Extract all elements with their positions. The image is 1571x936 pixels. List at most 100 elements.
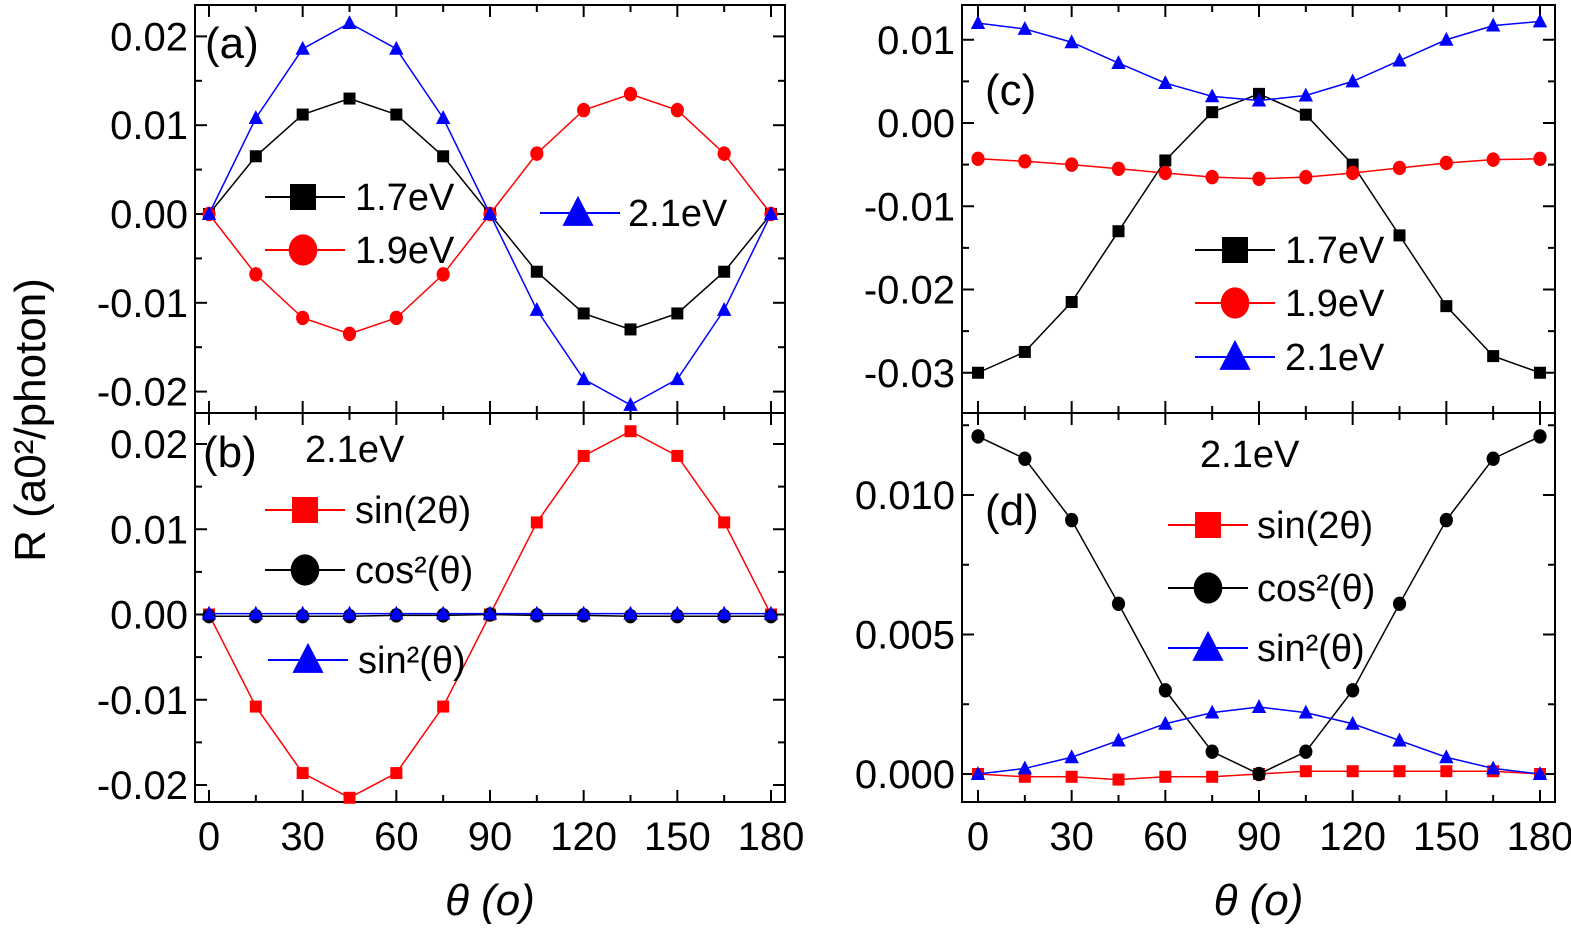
y-tick-label: -0.01	[97, 679, 188, 723]
data-point	[1111, 732, 1126, 747]
data-point	[530, 516, 543, 529]
data-point	[670, 605, 685, 620]
data-point	[1439, 155, 1453, 171]
data-point	[1440, 765, 1453, 778]
x-tick-label: 60	[1143, 815, 1188, 859]
panel-label: (d)	[985, 486, 1039, 535]
data-point	[1485, 17, 1501, 32]
data-point	[296, 310, 310, 326]
data-point	[437, 150, 450, 163]
legend-item: sin²(θ)	[268, 640, 466, 682]
data-point	[623, 86, 638, 102]
series-1.9eV	[202, 86, 778, 342]
legend-marker	[1219, 339, 1251, 370]
data-point	[248, 605, 264, 620]
data-point	[670, 371, 685, 386]
data-point	[1204, 704, 1220, 719]
legend-item: 2.1eV	[1195, 337, 1385, 379]
data-point	[576, 371, 591, 386]
data-point	[343, 92, 356, 105]
data-point	[623, 397, 638, 411]
y-tick-label: 0.02	[110, 423, 188, 467]
data-point	[1206, 106, 1219, 119]
data-point	[342, 605, 357, 620]
x-axis-label: θ (o)	[445, 876, 535, 925]
data-point	[1159, 154, 1172, 167]
data-point	[1299, 765, 1312, 778]
data-point	[1205, 169, 1219, 185]
data-point	[1298, 87, 1314, 102]
data-point	[389, 605, 404, 620]
data-point	[1064, 749, 1079, 764]
y-tick-label: 0.010	[855, 474, 955, 518]
data-point	[624, 425, 637, 438]
data-point	[201, 605, 217, 620]
data-point	[1158, 75, 1173, 89]
x-tick-label: 0	[198, 815, 220, 859]
x-tick-label: 30	[280, 815, 325, 859]
data-point	[529, 605, 545, 620]
legend-label: 1.9eV	[1285, 283, 1385, 325]
data-point	[1485, 760, 1501, 775]
legend-label: 1.7eV	[355, 177, 455, 219]
data-point	[1345, 73, 1360, 88]
panel-b: 0 30 60 90 120 150 180 0.02 0.01 0.00 -0.01 -0.02 (b…	[97, 412, 804, 859]
data-point	[435, 110, 451, 125]
legend-marker	[1195, 512, 1221, 538]
legend-marker	[1192, 630, 1224, 661]
data-point	[1111, 596, 1126, 612]
legend: sin(2θ) cos²(θ) sin²(θ)	[1168, 505, 1375, 670]
panel-label: (b)	[203, 428, 257, 477]
data-point	[1205, 744, 1219, 759]
data-point	[971, 151, 985, 166]
data-point	[1393, 765, 1406, 778]
data-point	[1252, 766, 1266, 782]
panel-label: (a)	[205, 19, 259, 68]
legend-label: cos²(θ)	[1257, 568, 1375, 610]
panel-c: 0.01 0.00 -0.01 -0.02 -0.03 (c) 1.7eV 1.9eV 2.1e…	[864, 4, 1556, 414]
y-tick-label: -0.02	[97, 764, 188, 808]
data-point	[1158, 683, 1172, 698]
legend-item: sin(2θ)	[265, 490, 471, 532]
y-tick-label: 0.01	[110, 508, 188, 552]
data-point	[295, 605, 310, 620]
data-point	[482, 206, 498, 220]
legend-label: sin(2θ)	[1257, 505, 1373, 547]
data-point	[1392, 732, 1407, 747]
data-point	[716, 605, 732, 620]
data-point	[576, 605, 591, 620]
x-tick-label: 0	[967, 815, 989, 859]
legend-label: sin(2θ)	[355, 490, 471, 532]
x-tick-label: 180	[1507, 815, 1571, 859]
y-tick-label: 0.000	[855, 753, 955, 797]
legend-label: 2.1eV	[628, 193, 728, 235]
series-1.9eV	[971, 151, 1547, 186]
data-point	[763, 605, 779, 620]
data-point	[342, 15, 357, 30]
legend-marker	[562, 195, 594, 226]
legend-label: sin²(θ)	[1257, 628, 1365, 670]
y-tick-label: -0.02	[97, 371, 188, 415]
panel-label: (c)	[985, 66, 1036, 115]
x-tick-label: 90	[1237, 815, 1282, 859]
data-point	[671, 449, 684, 462]
data-point	[1533, 429, 1547, 444]
x-tick-label: 150	[1413, 815, 1480, 859]
y-tick-label: 0.00	[110, 193, 188, 237]
data-point	[1392, 160, 1407, 176]
data-point	[1346, 683, 1360, 698]
data-point	[1206, 770, 1219, 783]
legend-label: 1.7eV	[1285, 230, 1385, 272]
data-point	[1065, 770, 1078, 783]
y-tick-label: 0.00	[110, 594, 188, 638]
y-tick-label: 0.02	[110, 15, 188, 59]
data-point	[972, 366, 984, 379]
y-tick-label: 0.005	[855, 614, 955, 658]
x-tick-label: 60	[374, 815, 419, 859]
data-point	[1440, 300, 1453, 313]
data-point	[971, 429, 985, 444]
legend-label: sin²(θ)	[358, 640, 466, 682]
legend-item: sin²(θ)	[1168, 628, 1365, 670]
data-point	[1299, 169, 1313, 185]
